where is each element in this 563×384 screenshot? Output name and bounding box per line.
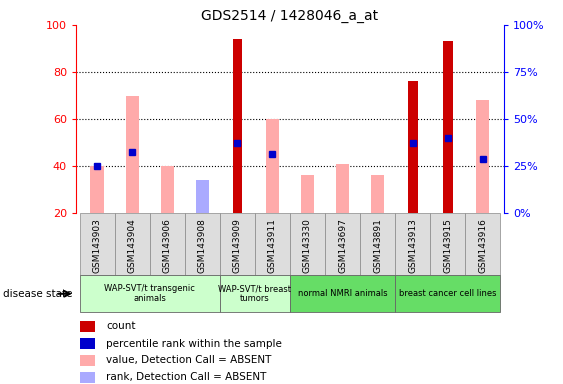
Bar xyxy=(79,275,220,312)
Bar xyxy=(255,213,290,275)
Bar xyxy=(79,213,115,275)
Text: GSM143904: GSM143904 xyxy=(128,218,137,273)
Text: GSM143891: GSM143891 xyxy=(373,218,382,273)
Bar xyxy=(196,211,209,213)
Bar xyxy=(81,321,95,332)
Text: GSM143909: GSM143909 xyxy=(233,218,242,273)
Bar xyxy=(325,213,360,275)
Text: percentile rank within the sample: percentile rank within the sample xyxy=(106,339,282,349)
Bar xyxy=(150,213,185,275)
Bar xyxy=(430,213,465,275)
Bar xyxy=(266,119,279,213)
Bar xyxy=(371,175,384,213)
Bar xyxy=(81,338,95,349)
Text: breast cancer cell lines: breast cancer cell lines xyxy=(399,289,497,298)
Bar xyxy=(185,213,220,275)
Bar xyxy=(91,166,104,213)
Text: GSM143915: GSM143915 xyxy=(443,218,452,273)
Bar xyxy=(395,275,501,312)
Bar xyxy=(465,213,501,275)
Text: count: count xyxy=(106,321,136,331)
Bar xyxy=(220,275,290,312)
Bar xyxy=(360,213,395,275)
Bar xyxy=(115,213,150,275)
Text: value, Detection Call = ABSENT: value, Detection Call = ABSENT xyxy=(106,356,271,366)
Text: WAP-SVT/t transgenic
animals: WAP-SVT/t transgenic animals xyxy=(104,284,195,303)
Bar xyxy=(395,213,430,275)
Text: GSM143330: GSM143330 xyxy=(303,218,312,273)
Bar xyxy=(81,372,95,382)
Text: GSM143911: GSM143911 xyxy=(268,218,277,273)
Bar xyxy=(408,81,418,213)
Bar xyxy=(290,275,395,312)
Bar xyxy=(233,39,242,213)
Text: GSM143903: GSM143903 xyxy=(92,218,101,273)
Bar xyxy=(160,166,174,213)
Bar xyxy=(220,213,255,275)
Bar xyxy=(126,96,138,213)
Bar xyxy=(81,355,95,366)
Bar xyxy=(476,100,489,213)
Bar xyxy=(301,175,314,213)
Text: GSM143908: GSM143908 xyxy=(198,218,207,273)
Bar xyxy=(443,41,453,213)
Text: disease state: disease state xyxy=(3,289,72,299)
Bar xyxy=(290,213,325,275)
Text: GSM143916: GSM143916 xyxy=(479,218,488,273)
Text: GSM143913: GSM143913 xyxy=(408,218,417,273)
Title: GDS2514 / 1428046_a_at: GDS2514 / 1428046_a_at xyxy=(202,8,378,23)
Text: GSM143906: GSM143906 xyxy=(163,218,172,273)
Bar xyxy=(196,180,209,213)
Text: rank, Detection Call = ABSENT: rank, Detection Call = ABSENT xyxy=(106,372,266,382)
Text: normal NMRI animals: normal NMRI animals xyxy=(298,289,387,298)
Text: GSM143697: GSM143697 xyxy=(338,218,347,273)
Text: WAP-SVT/t breast
tumors: WAP-SVT/t breast tumors xyxy=(218,284,292,303)
Bar xyxy=(336,164,349,213)
